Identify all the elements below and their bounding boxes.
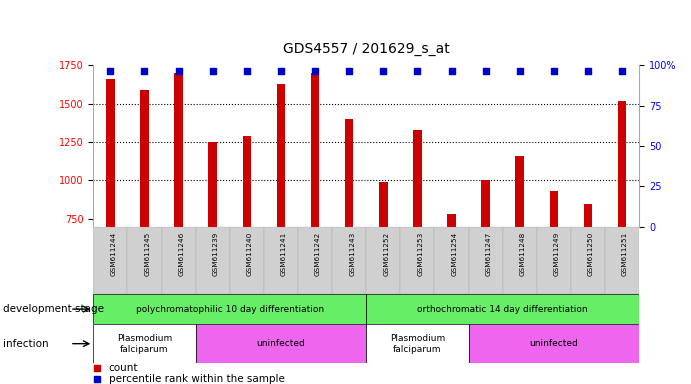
Point <box>105 68 116 74</box>
Text: GSM611244: GSM611244 <box>111 231 116 275</box>
Point <box>412 68 423 74</box>
Text: GSM611252: GSM611252 <box>384 231 389 275</box>
Bar <box>93 227 127 294</box>
Point <box>173 68 184 74</box>
Point <box>549 68 560 74</box>
Bar <box>196 324 366 363</box>
Bar <box>447 214 456 227</box>
Text: count: count <box>109 363 138 373</box>
Bar <box>468 227 503 294</box>
Text: GSM611240: GSM611240 <box>247 231 253 275</box>
Bar <box>549 191 558 227</box>
Bar <box>332 227 366 294</box>
Text: GSM611249: GSM611249 <box>554 231 560 275</box>
Point <box>139 68 150 74</box>
Bar <box>174 73 183 227</box>
Bar <box>366 324 468 363</box>
Text: GSM611246: GSM611246 <box>178 231 184 275</box>
Point <box>207 68 218 74</box>
Bar <box>571 227 605 294</box>
Text: GSM611251: GSM611251 <box>622 231 628 275</box>
Point <box>616 68 627 74</box>
Bar <box>515 156 524 227</box>
Text: uninfected: uninfected <box>529 339 578 348</box>
Bar <box>400 227 435 294</box>
Text: Plasmodium
falciparum: Plasmodium falciparum <box>390 334 445 354</box>
Text: GSM611253: GSM611253 <box>417 231 424 275</box>
Point <box>343 68 354 74</box>
Text: GSM611245: GSM611245 <box>144 231 151 275</box>
Text: orthochromatic 14 day differentiation: orthochromatic 14 day differentiation <box>417 305 588 314</box>
Text: GSM611254: GSM611254 <box>451 231 457 275</box>
Text: GSM611247: GSM611247 <box>486 231 491 275</box>
Bar <box>366 227 400 294</box>
Bar <box>345 119 353 227</box>
Text: GSM611241: GSM611241 <box>281 231 287 275</box>
Point <box>378 68 389 74</box>
Bar <box>298 227 332 294</box>
Bar <box>229 227 264 294</box>
Bar <box>311 73 319 227</box>
Bar <box>264 227 298 294</box>
Bar <box>93 324 196 363</box>
Text: Plasmodium
falciparum: Plasmodium falciparum <box>117 334 172 354</box>
Bar <box>584 204 592 227</box>
Bar <box>162 227 196 294</box>
Point <box>292 227 303 233</box>
Text: infection: infection <box>3 339 49 349</box>
Point <box>446 68 457 74</box>
Text: polychromatophilic 10 day differentiation: polychromatophilic 10 day differentiatio… <box>135 305 324 314</box>
Text: percentile rank within the sample: percentile rank within the sample <box>109 374 285 384</box>
Bar <box>276 84 285 227</box>
Point <box>480 68 491 74</box>
Text: GDS4557 / 201629_s_at: GDS4557 / 201629_s_at <box>283 42 450 56</box>
Bar <box>503 227 537 294</box>
Point <box>583 68 594 74</box>
Bar <box>435 227 468 294</box>
Bar <box>482 180 490 227</box>
Bar <box>196 227 230 294</box>
Text: uninfected: uninfected <box>256 339 305 348</box>
Point <box>241 68 252 74</box>
Text: GSM611248: GSM611248 <box>520 231 526 275</box>
Bar <box>618 101 626 227</box>
Point <box>514 68 525 74</box>
Bar <box>93 294 366 324</box>
Bar <box>379 182 388 227</box>
Bar <box>106 79 115 227</box>
Bar <box>468 324 639 363</box>
Text: GSM611250: GSM611250 <box>588 231 594 275</box>
Point <box>292 323 303 329</box>
Text: GSM611242: GSM611242 <box>315 231 321 275</box>
Bar <box>366 294 639 324</box>
Point <box>276 68 287 74</box>
Bar <box>243 136 251 227</box>
Bar <box>413 130 422 227</box>
Bar <box>537 227 571 294</box>
Text: GSM611239: GSM611239 <box>213 231 218 275</box>
Point <box>310 68 321 74</box>
Bar <box>605 227 639 294</box>
Bar <box>209 142 217 227</box>
Text: development stage: development stage <box>3 304 104 314</box>
Bar <box>140 90 149 227</box>
Text: GSM611243: GSM611243 <box>349 231 355 275</box>
Bar <box>127 227 162 294</box>
